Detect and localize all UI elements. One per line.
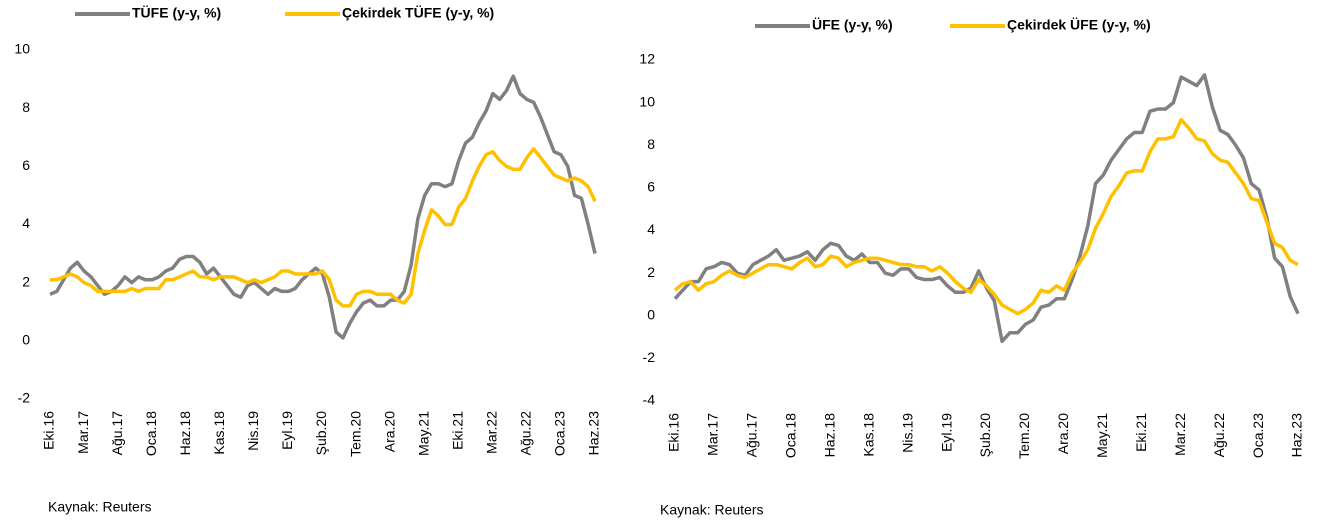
x-tick-label: Ara.20 xyxy=(1055,413,1071,454)
x-tick-label: Ara.20 xyxy=(381,411,397,452)
y-tick-label: 0 xyxy=(22,332,30,348)
x-tick-label: Eki.21 xyxy=(449,411,465,450)
x-tick-label: Nis.19 xyxy=(245,411,261,451)
x-tick-label: May.21 xyxy=(415,411,431,456)
x-tick-label: Kas.18 xyxy=(211,411,227,455)
x-tick-label: Eyl.19 xyxy=(938,413,954,452)
y-tick-label: 6 xyxy=(647,179,655,195)
x-tick-label: Oca.23 xyxy=(552,411,568,456)
x-tick-label: Eki.16 xyxy=(666,413,682,452)
x-tick-label: Eyl.19 xyxy=(279,411,295,450)
x-tick-label: Mar.22 xyxy=(1172,413,1188,456)
y-tick-label: 4 xyxy=(22,215,30,231)
y-tick-label: 0 xyxy=(647,306,655,322)
x-tick-label: Eki.16 xyxy=(41,411,57,450)
x-tick-label: Ağu.22 xyxy=(518,411,534,456)
x-tick-label: Şub.20 xyxy=(313,411,329,456)
x-tick-label: Oca.18 xyxy=(783,413,799,458)
x-tick-label: Mar.17 xyxy=(705,413,721,456)
y-tick-label: 10 xyxy=(639,93,655,109)
series-line xyxy=(673,117,1299,316)
legend-label: ÜFE (y-y, %) xyxy=(812,17,893,33)
x-tick-label: Tem.20 xyxy=(1016,413,1032,459)
x-tick-label: Nis.19 xyxy=(899,413,915,453)
x-tick-label: Eki.21 xyxy=(1133,413,1149,452)
legend-label: TÜFE (y-y, %) xyxy=(132,5,221,21)
x-tick-label: Şub.20 xyxy=(977,413,993,458)
x-tick-label: Ağu.17 xyxy=(744,413,760,458)
x-tick-label: Mar.22 xyxy=(484,411,500,454)
y-tick-label: 2 xyxy=(22,273,30,289)
x-tick-label: Kas.18 xyxy=(860,413,876,457)
x-tick-label: Ağu.22 xyxy=(1211,413,1227,458)
y-tick-label: -4 xyxy=(643,392,656,408)
legend-label: Çekirdek TÜFE (y-y, %) xyxy=(342,5,494,21)
x-tick-label: Haz.18 xyxy=(177,411,193,456)
x-tick-label: May.21 xyxy=(1094,413,1110,458)
x-tick-label: Oca.18 xyxy=(143,411,159,456)
source-note: Kaynak: Reuters xyxy=(48,499,152,515)
x-tick-label: Tem.20 xyxy=(347,411,363,457)
x-tick-label: Haz.23 xyxy=(586,411,602,456)
y-tick-label: -2 xyxy=(18,390,31,406)
y-tick-label: 12 xyxy=(639,51,655,67)
y-tick-label: -2 xyxy=(643,349,656,365)
x-tick-label: Haz.23 xyxy=(1289,413,1305,458)
y-tick-label: 2 xyxy=(647,264,655,280)
y-tick-label: 4 xyxy=(647,221,655,237)
y-tick-label: 6 xyxy=(22,157,30,173)
y-tick-label: 10 xyxy=(14,41,30,57)
y-tick-label: 8 xyxy=(22,99,30,115)
legend-label: Çekirdek ÜFE (y-y, %) xyxy=(1007,17,1151,33)
y-tick-label: 8 xyxy=(647,136,655,152)
x-tick-label: Oca.23 xyxy=(1250,413,1266,458)
series-line xyxy=(50,147,597,308)
source-note: Kaynak: Reuters xyxy=(660,502,764,518)
x-tick-label: Ağu.17 xyxy=(109,411,125,456)
x-tick-label: Mar.17 xyxy=(75,411,91,454)
x-tick-label: Haz.18 xyxy=(821,413,837,458)
series-line xyxy=(673,73,1300,344)
series-line xyxy=(49,74,597,340)
